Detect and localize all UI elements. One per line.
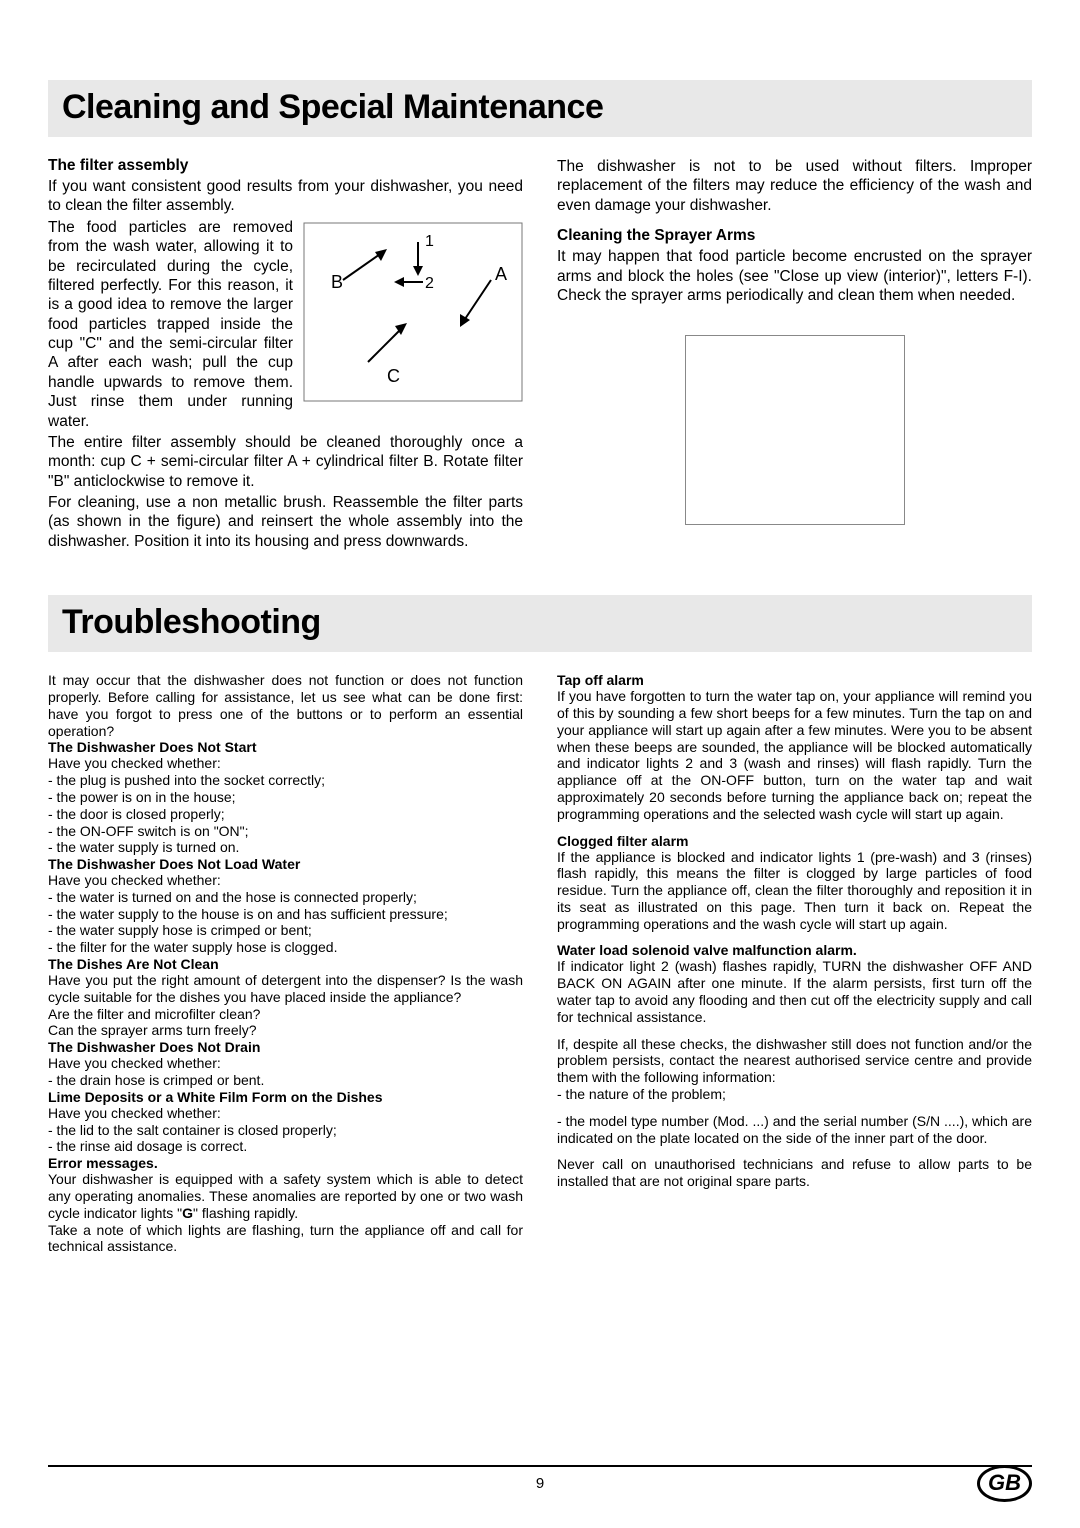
ts-h4a: Have you checked whether: — [48, 1055, 523, 1072]
ts-h2-i2: - the water supply hose is crimped or be… — [48, 922, 523, 939]
ts-h6-p2: Take a note of which lights are flashing… — [48, 1222, 523, 1256]
diagram-label-a: A — [495, 264, 507, 284]
filter-wrap-block: 1 2 B A C The food particles are removed… — [48, 218, 523, 493]
diagram-label-c: C — [387, 366, 400, 386]
ts-r-h2: Clogged filter alarm — [557, 833, 1032, 849]
page-number: 9 — [536, 1475, 544, 1492]
ts-r-p5: - the model type number (Mod. ...) and t… — [557, 1113, 1032, 1147]
ts-r-h3: Water load solenoid valve malfunction al… — [557, 942, 1032, 958]
ts-r-p3: If indicator light 2 (wash) flashes rapi… — [557, 958, 1032, 1025]
ts-h2-i1: - the water supply to the house is on an… — [48, 906, 523, 923]
troubleshoot-right-col: Tap off alarm If you have forgotten to t… — [557, 672, 1032, 1255]
ts-h1-i4: - the water supply is turned on. — [48, 839, 523, 856]
diagram-label-2: 2 — [425, 275, 434, 292]
ts-r-h1: Tap off alarm — [557, 672, 1032, 688]
ts-h5a: Have you checked whether: — [48, 1105, 523, 1122]
filter-diagram: 1 2 B A C — [303, 222, 523, 402]
diagram-label-b: B — [331, 272, 343, 292]
ts-h3-p3: Can the sprayer arms turn freely? — [48, 1022, 523, 1039]
ts-h5-i1: - the rinse aid dosage is correct. — [48, 1138, 523, 1155]
ts-h6: Error messages. — [48, 1155, 523, 1171]
ts-h2: The Dishwasher Does Not Load Water — [48, 856, 523, 872]
ts-h3-p: Have you put the right amount of deterge… — [48, 972, 523, 1006]
ts-r-p4: If, despite all these checks, the dishwa… — [557, 1036, 1032, 1086]
troubleshoot-columns: It may occur that the dishwasher does no… — [48, 672, 1032, 1255]
sprayer-arms-heading: Cleaning the Sprayer Arms — [557, 227, 1032, 245]
ts-h4: The Dishwasher Does Not Drain — [48, 1039, 523, 1055]
section-title-cleaning: Cleaning and Special Maintenance — [48, 80, 1032, 137]
filter-assembly-p3: For cleaning, use a non metallic brush. … — [48, 493, 523, 551]
ts-r-p2: If the appliance is blocked and indicato… — [557, 849, 1032, 933]
ts-h2-i0: - the water is turned on and the hose is… — [48, 889, 523, 906]
ts-h2a: Have you checked whether: — [48, 872, 523, 889]
ts-r-p4a: - the nature of the problem; — [557, 1086, 1032, 1103]
region-badge: GB — [977, 1465, 1032, 1502]
ts-h2-i3: - the filter for the water supply hose i… — [48, 939, 523, 956]
no-filters-warning: The dishwasher is not to be used without… — [557, 157, 1032, 215]
sprayer-arms-p: It may happen that food particle become … — [557, 247, 1032, 305]
diagram-label-1: 1 — [425, 233, 434, 250]
ts-r-p6: Never call on unauthorised technicians a… — [557, 1156, 1032, 1190]
ts-intro: It may occur that the dishwasher does no… — [48, 672, 523, 739]
ts-h1a: Have you checked whether: — [48, 755, 523, 772]
ts-h1-i0: - the plug is pushed into the socket cor… — [48, 772, 523, 789]
ts-h1-i1: - the power is on in the house; — [48, 789, 523, 806]
filter-assembly-heading: The filter assembly — [48, 157, 523, 175]
ts-h1-i2: - the door is closed properly; — [48, 806, 523, 823]
ts-h6-p1: Your dishwasher is equipped with a safet… — [48, 1171, 523, 1221]
ts-h3: The Dishes Are Not Clean — [48, 956, 523, 972]
ts-h1-i3: - the ON-OFF switch is on "ON"; — [48, 823, 523, 840]
ts-h5-i0: - the lid to the salt container is close… — [48, 1122, 523, 1139]
cleaning-right-col: The dishwasher is not to be used without… — [557, 157, 1032, 553]
sprayer-image-placeholder — [685, 335, 905, 525]
ts-h4-i0: - the drain hose is crimped or bent. — [48, 1072, 523, 1089]
filter-assembly-p2b: The entire filter assembly should be cle… — [48, 433, 523, 491]
filter-assembly-p1: If you want consistent good results from… — [48, 177, 523, 216]
ts-r-p1: If you have forgotten to turn the water … — [557, 688, 1032, 822]
cleaning-left-col: The filter assembly If you want consiste… — [48, 157, 523, 553]
cleaning-columns: The filter assembly If you want consiste… — [48, 157, 1032, 553]
page-footer: 9 GB — [48, 1465, 1032, 1492]
section-title-troubleshooting: Troubleshooting — [48, 595, 1032, 652]
ts-h5: Lime Deposits or a White Film Form on th… — [48, 1089, 523, 1105]
ts-h3-p2: Are the filter and microfilter clean? — [48, 1006, 523, 1023]
ts-h1: The Dishwasher Does Not Start — [48, 739, 523, 755]
troubleshoot-left-col: It may occur that the dishwasher does no… — [48, 672, 523, 1255]
